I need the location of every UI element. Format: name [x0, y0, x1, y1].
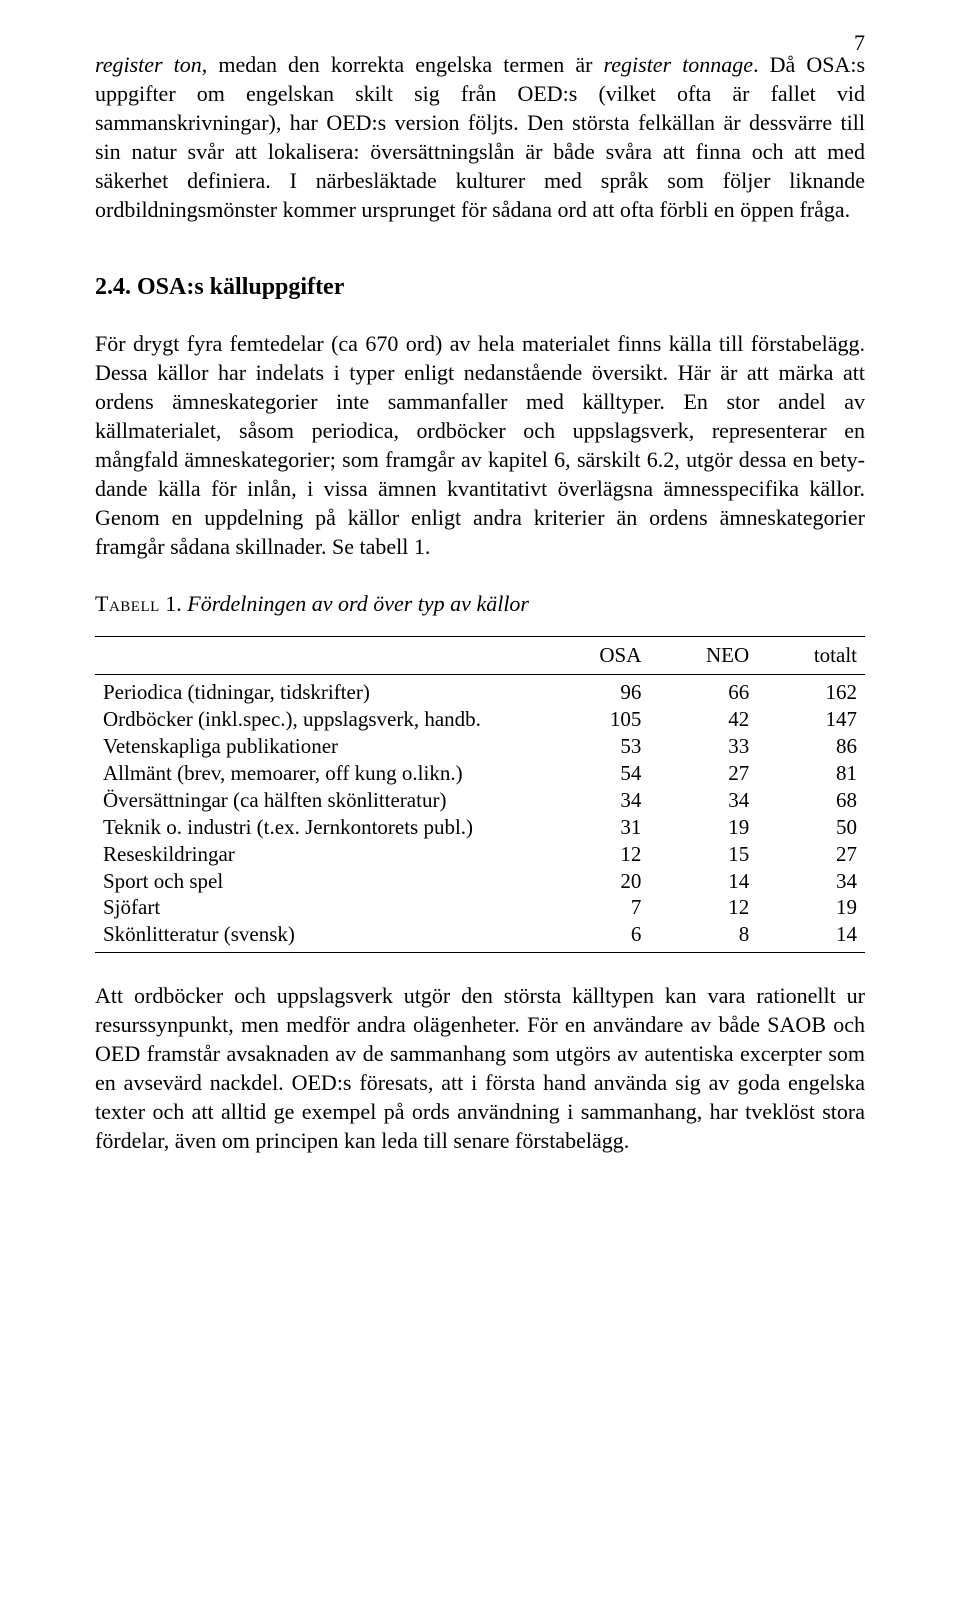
table-cell: 14	[649, 868, 757, 895]
table-cell: 34	[649, 787, 757, 814]
table-cell: 68	[757, 787, 865, 814]
table-row: Vetenskapliga publikationer533386	[95, 733, 865, 760]
table-cell: 27	[757, 841, 865, 868]
italic-term-1: register ton	[95, 52, 202, 77]
table-row: Ordböcker (inkl.spec.), uppslagsverk, ha…	[95, 706, 865, 733]
table-cell: 34	[542, 787, 650, 814]
paragraph-1: register ton, medan den korrekta engelsk…	[95, 50, 865, 224]
table-cell: Översättningar (ca hälften skönlitteratu…	[95, 787, 542, 814]
table-cell: 33	[649, 733, 757, 760]
table-cell: Sjöfart	[95, 894, 542, 921]
table-row: Sjöfart71219	[95, 894, 865, 921]
caption-title: Fördelningen av ord över typ av källor	[187, 591, 529, 616]
table-header-cell	[95, 637, 542, 675]
italic-term-2: register tonnage	[604, 52, 754, 77]
table-cell: Ordböcker (inkl.spec.), uppslagsverk, ha…	[95, 706, 542, 733]
page-number: 7	[854, 30, 865, 56]
table-header-cell: OSA	[542, 637, 650, 675]
document-page: 7 register ton, medan den korrekta engel…	[0, 0, 960, 1612]
section-heading: 2.4. OSA:s källuppgifter	[95, 274, 865, 301]
table-cell: Skönlitteratur (svensk)	[95, 921, 542, 952]
table-cell: Reseskildringar	[95, 841, 542, 868]
table-cell: 86	[757, 733, 865, 760]
text-span: . Då OSA:s uppgifter om engelskan skilt …	[95, 52, 865, 222]
table-cell: 31	[542, 814, 650, 841]
table-row: Teknik o. industri (t.ex. Jernkontorets …	[95, 814, 865, 841]
table-cell: 6	[542, 921, 650, 952]
table-cell: 19	[649, 814, 757, 841]
text-span: , medan den korrekta engelska termen är	[202, 52, 604, 77]
table-cell: 105	[542, 706, 650, 733]
paragraph-3: Att ordböcker och uppslagsverk utgör den…	[95, 981, 865, 1155]
table-header-row: OSA NEO totalt	[95, 637, 865, 675]
table-cell: Periodica (tidningar, tidskrifter)	[95, 675, 542, 706]
table-row: Skönlitteratur (svensk)6814	[95, 921, 865, 952]
table-cell: 53	[542, 733, 650, 760]
table-cell: 162	[757, 675, 865, 706]
table-cell: 20	[542, 868, 650, 895]
table-cell: 8	[649, 921, 757, 952]
table-cell: 81	[757, 760, 865, 787]
table-cell: 27	[649, 760, 757, 787]
table-header-cell: NEO	[649, 637, 757, 675]
table-cell: 19	[757, 894, 865, 921]
caption-label: Tabell	[95, 591, 160, 616]
source-table: OSA NEO totalt Periodica (tidningar, tid…	[95, 636, 865, 953]
table-row: Översättningar (ca hälften skönlitteratu…	[95, 787, 865, 814]
table-cell: Sport och spel	[95, 868, 542, 895]
table-cell: 7	[542, 894, 650, 921]
table-header-cell: totalt	[757, 637, 865, 675]
table-cell: 96	[542, 675, 650, 706]
table-cell: 42	[649, 706, 757, 733]
table-row: Allmänt (brev, memoarer, off kung o.likn…	[95, 760, 865, 787]
table-cell: Teknik o. industri (t.ex. Jernkontorets …	[95, 814, 542, 841]
table-cell: 147	[757, 706, 865, 733]
table-cell: 12	[649, 894, 757, 921]
table-body: Periodica (tidningar, tidskrifter)966616…	[95, 675, 865, 953]
table-cell: Allmänt (brev, memoarer, off kung o.likn…	[95, 760, 542, 787]
table-row: Reseskildringar121527	[95, 841, 865, 868]
table-caption: Tabell 1. Fördelningen av ord över typ a…	[95, 589, 865, 618]
table-cell: 34	[757, 868, 865, 895]
table-cell: 15	[649, 841, 757, 868]
table-row: Sport och spel201434	[95, 868, 865, 895]
table-row: Periodica (tidningar, tidskrifter)966616…	[95, 675, 865, 706]
table-cell: 54	[542, 760, 650, 787]
table-cell: 12	[542, 841, 650, 868]
table-cell: 50	[757, 814, 865, 841]
table-cell: Vetenskapliga publikationer	[95, 733, 542, 760]
paragraph-2: För drygt fyra femtedelar (ca 670 ord) a…	[95, 329, 865, 561]
caption-number: 1.	[160, 591, 188, 616]
table-cell: 66	[649, 675, 757, 706]
table-cell: 14	[757, 921, 865, 952]
